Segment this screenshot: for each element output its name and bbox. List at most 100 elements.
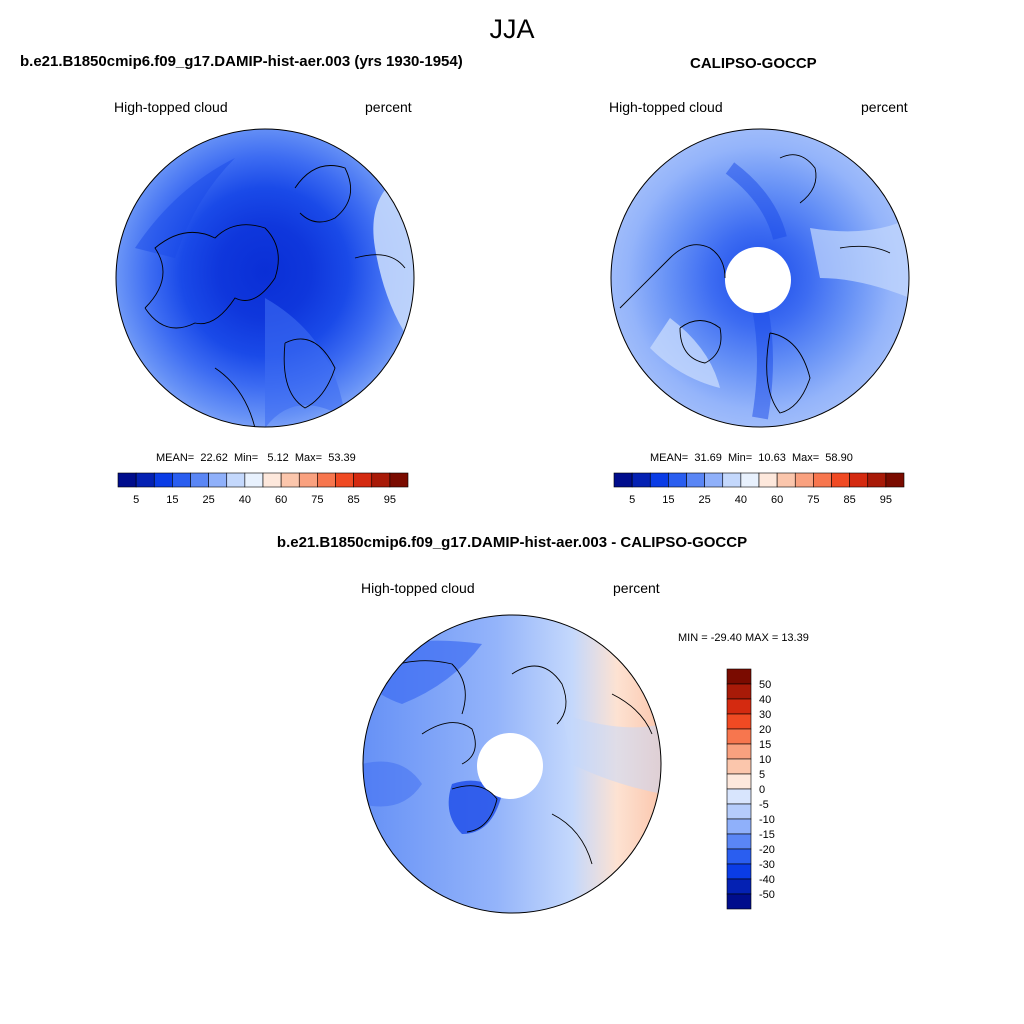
colorbar-diff-swatch xyxy=(726,788,752,805)
map2-border xyxy=(610,128,910,428)
panel1-title: b.e21.B1850cmip6.f09_g17.DAMIP-hist-aer.… xyxy=(20,53,463,70)
map2-polar-gap xyxy=(725,247,791,313)
colorbar-obs-swatch xyxy=(722,472,742,488)
colorbar-diff-tick-label: 50 xyxy=(759,679,771,691)
colorbar-diff-swatch xyxy=(726,773,752,790)
panel1-variable: High-topped cloud xyxy=(114,99,228,115)
colorbar-obs-swatch xyxy=(649,472,669,488)
colorbar-model-swatch xyxy=(335,472,354,488)
map3-border xyxy=(362,614,662,914)
colorbar-model-swatch xyxy=(280,472,300,488)
panel1-mean: 22.62 xyxy=(200,452,228,464)
colorbar-diff-tick-label: 10 xyxy=(759,754,771,766)
map-obs-polar xyxy=(610,128,910,428)
colorbar-model-tick-label: 60 xyxy=(275,494,287,506)
colorbar-model-swatch xyxy=(371,472,391,488)
panel2-min: 10.63 xyxy=(758,452,786,464)
colorbar-diff-tick-label: 0 xyxy=(759,784,765,796)
colorbar-model-tick-label: 40 xyxy=(239,494,251,506)
colorbar-obs-swatch xyxy=(704,472,724,488)
colorbar-model-tick-label: 25 xyxy=(203,494,215,506)
colorbar-model-swatch xyxy=(317,472,336,488)
colorbar-diff-swatch xyxy=(726,743,752,760)
colorbar-diff-swatch xyxy=(726,863,752,880)
map1-coastlines xyxy=(144,165,406,427)
colorbar-obs-swatch xyxy=(686,472,705,488)
colorbar-model-swatch xyxy=(353,472,373,488)
panel1-units: percent xyxy=(365,99,412,115)
panel3-stats: MIN = -29.40 MAX = 13.39 xyxy=(678,632,809,644)
colorbar-model-tick-label: 75 xyxy=(311,494,323,506)
panel3-variable: High-topped cloud xyxy=(361,580,475,596)
colorbar-obs-swatch xyxy=(613,472,633,488)
colorbar-obs-swatch xyxy=(867,472,887,488)
panel2-title: CALIPSO-GOCCP xyxy=(690,55,817,72)
colorbar-diff-tick-label: -5 xyxy=(759,799,769,811)
colorbar-diff-tick-label: 40 xyxy=(759,694,771,706)
colorbar-diff-tick-label: -50 xyxy=(759,889,775,901)
colorbar-model-swatch xyxy=(262,472,282,488)
map2-coastlines xyxy=(619,154,891,414)
colorbar-diff-tick-label: 20 xyxy=(759,724,771,736)
colorbar-obs-swatch xyxy=(776,472,796,488)
colorbar-obs-swatch xyxy=(631,472,651,488)
colorbar-diff-tick-label: -30 xyxy=(759,859,775,871)
colorbar-obs-tick-label: 40 xyxy=(735,494,747,506)
panel1-max-label: Max= xyxy=(294,452,323,464)
panel2-stats: MEAN= 31.69 Min= 10.63 Max= 58.90 xyxy=(650,452,853,464)
colorbar-obs: 5 15 25 40 60 75 85 95 xyxy=(613,472,905,506)
colorbar-diff-swatch xyxy=(726,878,752,895)
colorbar-diff-swatch xyxy=(726,833,752,850)
colorbar-diff-swatch xyxy=(726,848,752,865)
map-model-polar xyxy=(115,128,415,428)
colorbar-obs-swatch xyxy=(831,472,850,488)
colorbar-model-tick-label: 15 xyxy=(166,494,178,506)
colorbar-diff-swatch xyxy=(726,683,752,700)
colorbar-obs-tick-label: 75 xyxy=(807,494,819,506)
map3-polar-gap xyxy=(477,733,543,799)
colorbar-obs-tick-label: 85 xyxy=(844,494,856,506)
colorbar-obs-tick-label: 25 xyxy=(699,494,711,506)
colorbar-diff-tick-label: -20 xyxy=(759,844,775,856)
colorbar-diff-swatch xyxy=(726,728,752,745)
colorbar-diff-tick-label: -10 xyxy=(759,814,775,826)
panel2-mean: 31.69 xyxy=(694,452,722,464)
colorbar-obs-tick-label: 95 xyxy=(880,494,892,506)
colorbar-diff-tick-label: 15 xyxy=(759,739,771,751)
colorbar-obs-tick-label: 15 xyxy=(662,494,674,506)
colorbar-model-swatch xyxy=(153,472,173,488)
panel3-units: percent xyxy=(613,580,660,596)
colorbar-model-swatch xyxy=(190,472,209,488)
colorbar-diff-swatch xyxy=(726,818,752,835)
panel2-variable: High-topped cloud xyxy=(609,99,723,115)
panel2-units: percent xyxy=(861,99,908,115)
colorbar-model-swatch xyxy=(172,472,191,488)
colorbar-diff-swatch xyxy=(726,758,752,775)
map-diff-polar xyxy=(362,614,662,914)
colorbar-obs-swatch xyxy=(813,472,832,488)
panel2-mean-label: MEAN= xyxy=(650,452,689,464)
colorbar-model-swatch xyxy=(117,472,137,488)
panel2-min-label: Min= xyxy=(728,452,753,464)
colorbar-obs-swatch xyxy=(794,472,814,488)
colorbar-obs-swatch xyxy=(885,472,905,488)
colorbar-obs-swatch xyxy=(849,472,869,488)
panel1-max: 53.39 xyxy=(328,452,356,464)
map1-border xyxy=(115,128,415,428)
colorbar-model-swatch xyxy=(226,472,246,488)
colorbar-diff-swatch xyxy=(726,713,752,730)
colorbar-model-tick-label: 95 xyxy=(384,494,396,506)
colorbar-diff-tick-label: -15 xyxy=(759,829,775,841)
colorbar-model-tick-label: 85 xyxy=(348,494,360,506)
colorbar-model-swatch xyxy=(389,472,409,488)
colorbar-diff-swatch xyxy=(726,803,752,820)
colorbar-obs-tick-label: 5 xyxy=(629,494,635,506)
panel1-stats: MEAN= 22.62 Min= 5.12 Max= 53.39 xyxy=(156,452,356,464)
colorbar-diff-swatch xyxy=(726,893,752,910)
page-title: JJA xyxy=(489,14,535,44)
colorbar-obs-swatch xyxy=(758,472,778,488)
colorbar-model-tick-label: 5 xyxy=(133,494,139,506)
panel1-min-label: Min= xyxy=(234,452,259,464)
colorbar-model-swatch xyxy=(208,472,228,488)
colorbar-model-swatch xyxy=(298,472,318,488)
